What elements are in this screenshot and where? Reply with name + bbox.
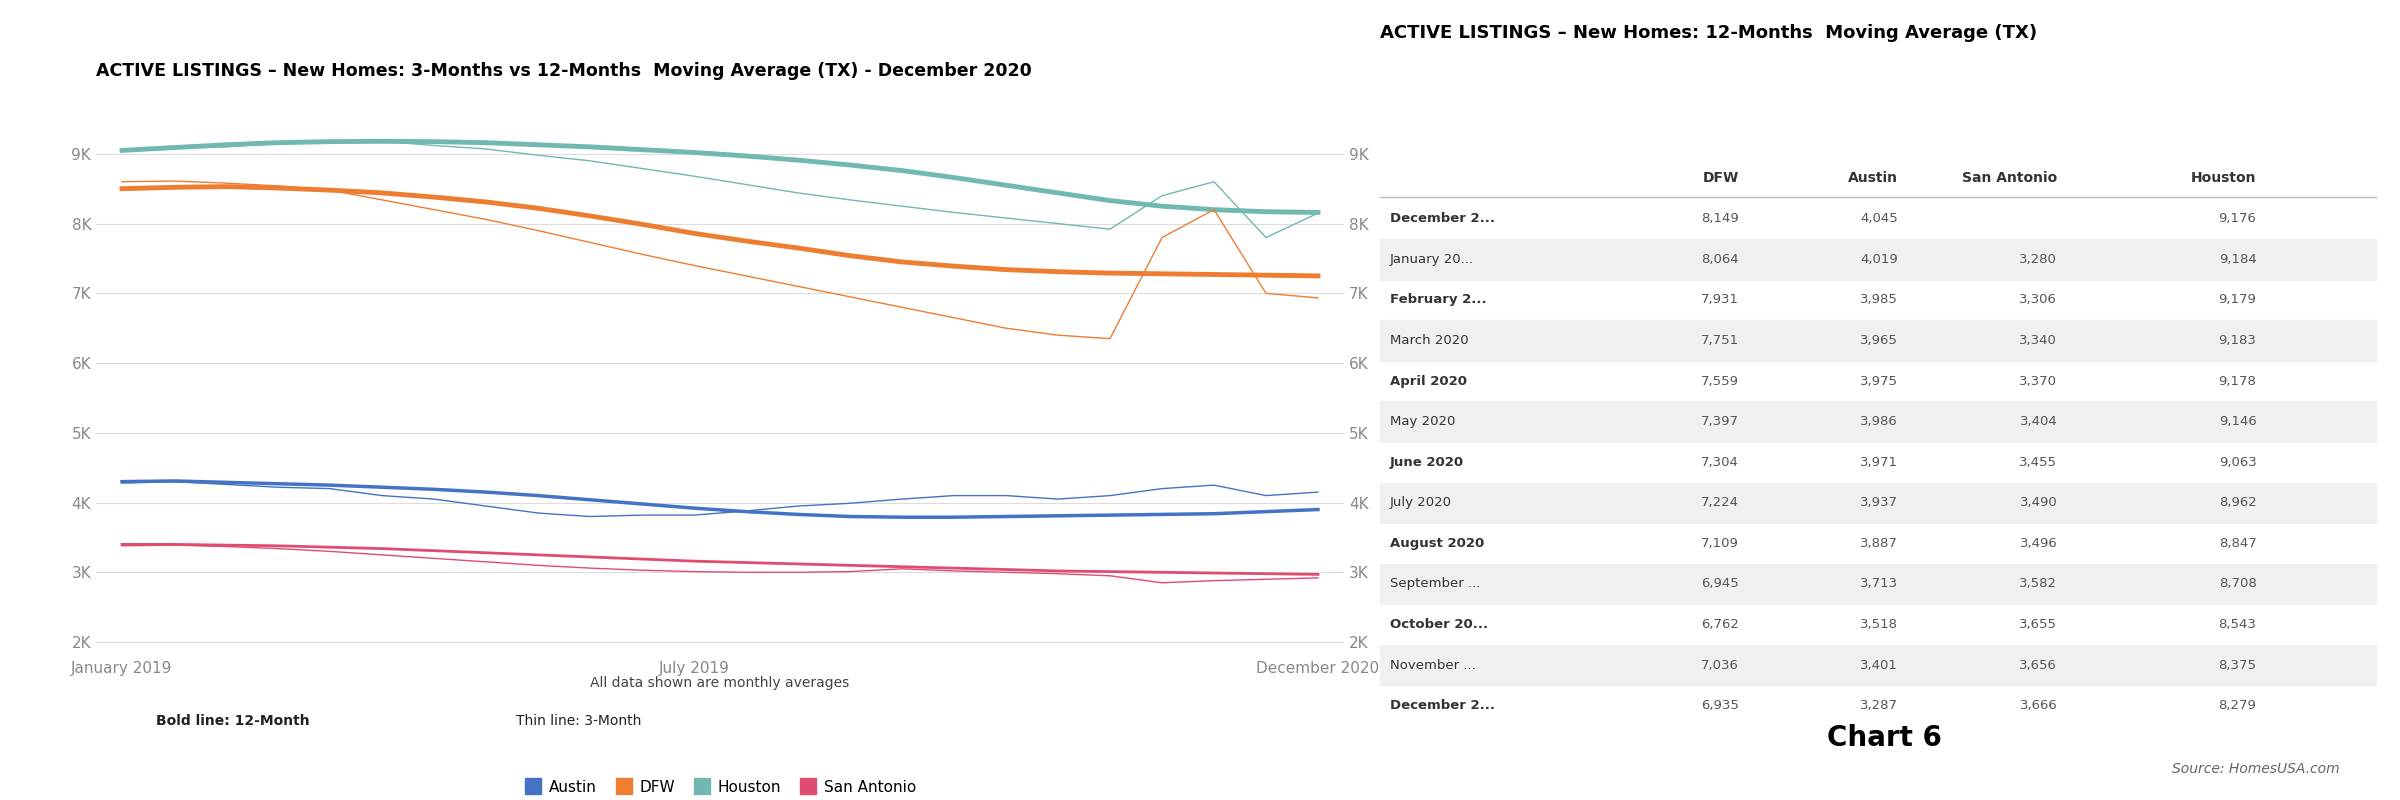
- Text: August 2020: August 2020: [1390, 537, 1483, 550]
- Text: 7,224: 7,224: [1702, 496, 1738, 510]
- Text: 8,847: 8,847: [2218, 537, 2256, 550]
- Text: 8,149: 8,149: [1702, 212, 1738, 226]
- Text: Houston: Houston: [2191, 171, 2256, 186]
- Text: DFW: DFW: [1702, 171, 1738, 186]
- FancyBboxPatch shape: [1380, 239, 2376, 280]
- Text: 3,986: 3,986: [1860, 415, 1898, 428]
- Text: 8,543: 8,543: [2218, 618, 2256, 631]
- Text: March 2020: March 2020: [1390, 334, 1469, 347]
- FancyBboxPatch shape: [1380, 482, 2376, 523]
- Text: May 2020: May 2020: [1390, 415, 1454, 428]
- FancyBboxPatch shape: [1380, 402, 2376, 442]
- Text: 3,455: 3,455: [2018, 456, 2057, 469]
- Text: January 20...: January 20...: [1390, 253, 1474, 266]
- Text: April 2020: April 2020: [1390, 374, 1466, 388]
- Text: 3,965: 3,965: [1860, 334, 1898, 347]
- Text: 8,279: 8,279: [2218, 699, 2256, 712]
- Text: 3,496: 3,496: [2018, 537, 2057, 550]
- Text: 6,945: 6,945: [1702, 578, 1738, 590]
- Text: Chart 6: Chart 6: [1826, 724, 1942, 752]
- Text: September ...: September ...: [1390, 578, 1481, 590]
- Text: 9,146: 9,146: [2218, 415, 2256, 428]
- Text: February 2...: February 2...: [1390, 294, 1486, 306]
- Text: 8,708: 8,708: [2218, 578, 2256, 590]
- Text: 3,937: 3,937: [1860, 496, 1898, 510]
- Text: 7,559: 7,559: [1702, 374, 1738, 388]
- Text: 4,019: 4,019: [1860, 253, 1898, 266]
- Text: 3,713: 3,713: [1860, 578, 1898, 590]
- Text: Austin: Austin: [1848, 171, 1898, 186]
- Text: 3,518: 3,518: [1860, 618, 1898, 631]
- Text: Source: HomesUSA.com: Source: HomesUSA.com: [2172, 762, 2340, 776]
- Text: 8,375: 8,375: [2218, 658, 2256, 671]
- FancyBboxPatch shape: [1380, 564, 2376, 604]
- Text: 3,985: 3,985: [1860, 294, 1898, 306]
- Text: 7,931: 7,931: [1702, 294, 1738, 306]
- Text: 8,064: 8,064: [1702, 253, 1738, 266]
- Text: 6,935: 6,935: [1702, 699, 1738, 712]
- Text: ACTIVE LISTINGS – New Homes: 3-Months vs 12-Months  Moving Average (TX) - Decemb: ACTIVE LISTINGS – New Homes: 3-Months vs…: [96, 62, 1032, 80]
- Text: 3,490: 3,490: [2018, 496, 2057, 510]
- Text: 7,036: 7,036: [1702, 658, 1738, 671]
- Text: 3,287: 3,287: [1860, 699, 1898, 712]
- Text: 3,370: 3,370: [2018, 374, 2057, 388]
- Text: 3,656: 3,656: [2018, 658, 2057, 671]
- Text: 4,045: 4,045: [1860, 212, 1898, 226]
- Text: 3,975: 3,975: [1860, 374, 1898, 388]
- Text: 6,762: 6,762: [1702, 618, 1738, 631]
- Legend: Austin, DFW, Houston, San Antonio: Austin, DFW, Houston, San Antonio: [518, 774, 922, 800]
- Text: 9,063: 9,063: [2218, 456, 2256, 469]
- Text: All data shown are monthly averages: All data shown are monthly averages: [590, 676, 850, 690]
- Text: San Antonio: San Antonio: [1963, 171, 2057, 186]
- Text: ACTIVE LISTINGS – New Homes: 12-Months  Moving Average (TX): ACTIVE LISTINGS – New Homes: 12-Months M…: [1380, 24, 2038, 42]
- Text: 3,401: 3,401: [1860, 658, 1898, 671]
- Text: 7,304: 7,304: [1702, 456, 1738, 469]
- Text: 9,184: 9,184: [2218, 253, 2256, 266]
- Text: 3,404: 3,404: [2018, 415, 2057, 428]
- Text: 3,887: 3,887: [1860, 537, 1898, 550]
- Text: Bold line: 12-Month: Bold line: 12-Month: [156, 714, 310, 728]
- Text: 8,962: 8,962: [2218, 496, 2256, 510]
- Text: 3,280: 3,280: [2018, 253, 2057, 266]
- FancyBboxPatch shape: [1380, 320, 2376, 361]
- Text: 9,183: 9,183: [2218, 334, 2256, 347]
- Text: October 20...: October 20...: [1390, 618, 1488, 631]
- Text: 7,109: 7,109: [1702, 537, 1738, 550]
- Text: 7,751: 7,751: [1702, 334, 1738, 347]
- Text: 9,176: 9,176: [2218, 212, 2256, 226]
- Text: 7,397: 7,397: [1702, 415, 1738, 428]
- Text: 3,340: 3,340: [2018, 334, 2057, 347]
- Text: December 2...: December 2...: [1390, 699, 1495, 712]
- Text: December 2...: December 2...: [1390, 212, 1495, 226]
- Text: 3,655: 3,655: [2018, 618, 2057, 631]
- Text: 3,582: 3,582: [2018, 578, 2057, 590]
- Text: June 2020: June 2020: [1390, 456, 1464, 469]
- Text: 3,971: 3,971: [1860, 456, 1898, 469]
- Text: 9,179: 9,179: [2218, 294, 2256, 306]
- Text: 9,178: 9,178: [2218, 374, 2256, 388]
- Text: 3,666: 3,666: [2018, 699, 2057, 712]
- FancyBboxPatch shape: [1380, 645, 2376, 686]
- Text: July 2020: July 2020: [1390, 496, 1452, 510]
- Text: 3,306: 3,306: [2018, 294, 2057, 306]
- Text: Thin line: 3-Month: Thin line: 3-Month: [516, 714, 641, 728]
- Text: November ...: November ...: [1390, 658, 1476, 671]
